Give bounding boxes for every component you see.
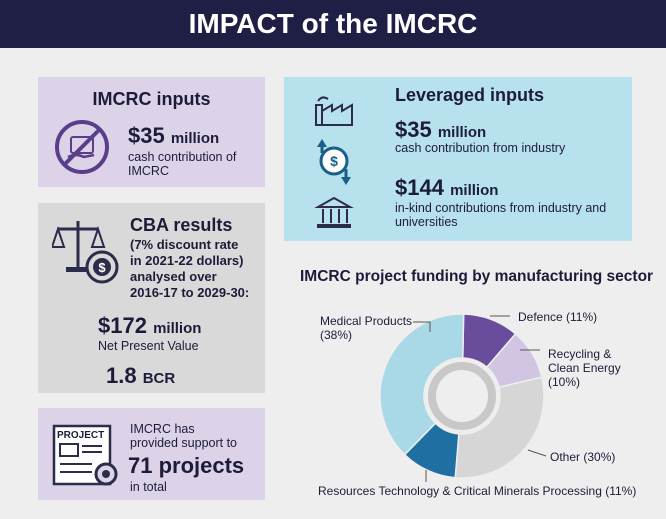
leveraged-cash-amount: $35 million [395, 117, 486, 143]
projects-line3: in total [130, 480, 167, 494]
projects-text: IMCRC has provided support to [130, 422, 237, 450]
project-icon-label: PROJECT [57, 430, 105, 441]
imcrc-inputs-desc-line1: cash contribution of [128, 150, 237, 164]
leader-medical [413, 321, 431, 332]
npv-amount-unit: million [153, 320, 202, 337]
label-defence: Defence (11%) [518, 310, 598, 324]
label-recycling-line1: Recycling & [548, 347, 612, 361]
imcrc-inputs-amount-unit: million [170, 130, 220, 147]
svg-text:$: $ [330, 153, 338, 169]
label-recycling-line3: (10%) [548, 375, 581, 389]
projects-line2: provided support to [130, 436, 238, 450]
leader-other [527, 449, 547, 457]
leveraged-cash-desc: cash contribution from industry [395, 141, 566, 155]
cba-method-line4: 2016-17 to 2029-30: [130, 285, 250, 300]
leveraged-inputs-panel: Leveraged inputs $ $35 million c [284, 77, 632, 241]
university-icon [314, 195, 354, 231]
imcrc-inputs-heading: IMCRC inputs [92, 89, 211, 109]
cash-hand-icon [54, 119, 110, 175]
imcrc-inputs-amount-value: $35 [128, 123, 165, 148]
imcrc-inputs-desc: cash contribution of IMCRC [128, 150, 236, 178]
factory-icon [314, 91, 354, 127]
npv-amount-value: $172 [98, 313, 147, 338]
leveraged-inkind-value: $144 [395, 175, 444, 200]
svg-text:$: $ [98, 260, 106, 275]
projects-count: 71 projects [128, 453, 245, 478]
projects-line1: IMCRC has [130, 422, 195, 436]
project-document-icon: PROJECT [52, 424, 122, 488]
npv-amount: $172 million [98, 313, 201, 339]
label-recycling: Recycling & Clean Energy (10%) [548, 347, 621, 389]
leveraged-cash-unit: million [437, 124, 487, 141]
label-resources: Resources Technology & Critical Minerals… [318, 484, 637, 498]
bcr-number: 1.8 [106, 363, 137, 388]
npv-label: Net Present Value [98, 339, 199, 353]
imcrc-inputs-panel: IMCRC inputs $35 million cash contributi… [38, 77, 265, 187]
imcrc-inputs-desc-line2: IMCRC [128, 164, 169, 178]
leveraged-inkind-amount: $144 million [395, 175, 498, 201]
label-medical-line1: Medical Products [320, 314, 413, 328]
donut-hole [424, 358, 500, 434]
leveraged-cash-value: $35 [395, 117, 432, 142]
cba-results-heading: CBA results [130, 215, 233, 235]
label-recycling-line2: Clean Energy [548, 361, 621, 375]
cba-method-line1: (7% discount rate [130, 237, 239, 252]
imcrc-inputs-amount: $35 million [128, 123, 219, 149]
leveraged-inkind-unit: million [450, 182, 499, 199]
cba-method: (7% discount rate in 2021-22 dollars) an… [130, 237, 249, 301]
cba-results-panel: $ CBA results (7% discount rate in 2021-… [38, 203, 265, 393]
label-medical-line2: (38%) [320, 328, 353, 342]
donut-inner-ring [428, 362, 496, 430]
bcr-value: 1.8 BCR [106, 363, 175, 389]
bcr-unit: BCR [142, 370, 176, 387]
donut-slice-0 [461, 313, 517, 369]
leveraged-inkind-desc: in-kind contributions from industry and … [395, 201, 606, 229]
scales-coin-icon: $ [52, 215, 122, 285]
page-title: IMPACT of the IMCRC [0, 0, 666, 48]
projects-panel: PROJECT IMCRC has provided support to 71… [38, 408, 265, 500]
cba-method-line2: in 2021-22 dollars) [130, 253, 244, 268]
donut-slice-2 [454, 376, 545, 479]
label-other: Other (30%) [550, 450, 616, 464]
exchange-coin-icon: $ [314, 135, 354, 187]
leveraged-inkind-desc-line1: in-kind contributions from industry and [395, 201, 607, 215]
leveraged-inputs-heading: Leveraged inputs [395, 85, 545, 105]
cba-method-line3: analysed over [130, 269, 217, 284]
donut-slice-3 [403, 422, 460, 479]
donut-slice-1 [485, 332, 543, 389]
leveraged-inkind-desc-line2: universities [395, 215, 458, 229]
chart-title: IMCRC project funding by manufacturing s… [300, 268, 654, 285]
label-medical: Medical Products (38%) [320, 314, 412, 342]
